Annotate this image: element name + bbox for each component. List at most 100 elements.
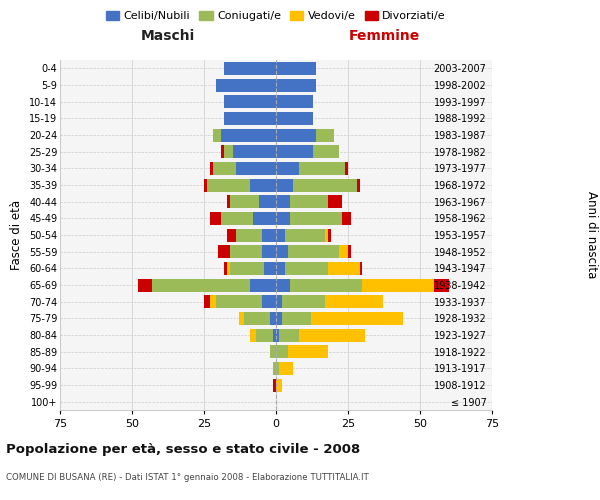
Bar: [276, 112, 313, 125]
Bar: [342, 212, 351, 225]
Bar: [215, 78, 276, 92]
Bar: [227, 262, 230, 275]
Bar: [276, 345, 287, 358]
Bar: [276, 328, 279, 342]
Bar: [230, 262, 265, 275]
Bar: [290, 278, 362, 291]
Bar: [233, 145, 276, 158]
Bar: [276, 362, 279, 375]
Bar: [276, 228, 284, 241]
Bar: [276, 262, 284, 275]
Bar: [276, 178, 293, 192]
Bar: [276, 95, 313, 108]
Bar: [345, 162, 348, 175]
Bar: [270, 345, 276, 358]
Bar: [311, 312, 403, 325]
Text: COMUNE DI BUSANA (RE) - Dati ISTAT 1° gennaio 2008 - Elaborazione TUTTITALIA.IT: COMUNE DI BUSANA (RE) - Dati ISTAT 1° ge…: [6, 472, 369, 482]
Bar: [204, 295, 210, 308]
Bar: [236, 228, 262, 241]
Bar: [328, 228, 331, 241]
Bar: [270, 312, 276, 325]
Bar: [273, 328, 276, 342]
Bar: [250, 328, 256, 342]
Bar: [224, 145, 233, 158]
Bar: [230, 195, 259, 208]
Bar: [434, 278, 449, 291]
Bar: [262, 295, 276, 308]
Bar: [218, 245, 230, 258]
Bar: [210, 295, 215, 308]
Text: Anni di nascita: Anni di nascita: [584, 192, 598, 278]
Bar: [316, 128, 334, 141]
Bar: [215, 295, 262, 308]
Bar: [239, 312, 244, 325]
Bar: [313, 145, 340, 158]
Bar: [328, 195, 342, 208]
Bar: [340, 245, 348, 258]
Bar: [221, 128, 276, 141]
Bar: [265, 262, 276, 275]
Bar: [276, 62, 316, 75]
Bar: [356, 178, 359, 192]
Bar: [279, 328, 299, 342]
Bar: [290, 195, 328, 208]
Bar: [221, 212, 253, 225]
Bar: [250, 278, 276, 291]
Bar: [282, 295, 325, 308]
Bar: [212, 162, 236, 175]
Bar: [207, 178, 250, 192]
Bar: [253, 212, 276, 225]
Bar: [284, 228, 325, 241]
Bar: [259, 195, 276, 208]
Text: Popolazione per età, sesso e stato civile - 2008: Popolazione per età, sesso e stato civil…: [6, 442, 360, 456]
Bar: [290, 212, 342, 225]
Bar: [284, 262, 328, 275]
Bar: [250, 178, 276, 192]
Bar: [221, 145, 224, 158]
Bar: [273, 378, 276, 392]
Bar: [359, 262, 362, 275]
Bar: [362, 278, 434, 291]
Bar: [279, 362, 293, 375]
Bar: [348, 245, 351, 258]
Bar: [224, 262, 227, 275]
Bar: [227, 195, 230, 208]
Bar: [276, 212, 290, 225]
Bar: [276, 128, 316, 141]
Bar: [236, 162, 276, 175]
Bar: [299, 162, 345, 175]
Bar: [210, 162, 212, 175]
Bar: [244, 312, 270, 325]
Bar: [276, 278, 290, 291]
Legend: Celibi/Nubili, Coniugati/e, Vedovi/e, Divorziati/e: Celibi/Nubili, Coniugati/e, Vedovi/e, Di…: [101, 6, 451, 25]
Bar: [276, 312, 282, 325]
Bar: [276, 162, 299, 175]
Bar: [224, 62, 276, 75]
Bar: [276, 295, 282, 308]
Bar: [276, 195, 290, 208]
Bar: [262, 245, 276, 258]
Bar: [227, 228, 236, 241]
Bar: [138, 278, 152, 291]
Bar: [325, 295, 383, 308]
Y-axis label: Fasce di età: Fasce di età: [10, 200, 23, 270]
Bar: [273, 362, 276, 375]
Bar: [224, 112, 276, 125]
Text: Femmine: Femmine: [349, 28, 419, 42]
Bar: [276, 78, 316, 92]
Bar: [256, 328, 273, 342]
Bar: [299, 328, 365, 342]
Bar: [325, 228, 328, 241]
Bar: [276, 245, 287, 258]
Bar: [293, 178, 356, 192]
Bar: [204, 178, 207, 192]
Bar: [224, 95, 276, 108]
Bar: [230, 245, 262, 258]
Bar: [212, 128, 221, 141]
Text: Maschi: Maschi: [141, 28, 195, 42]
Bar: [262, 228, 276, 241]
Bar: [210, 212, 221, 225]
Bar: [152, 278, 250, 291]
Bar: [276, 378, 282, 392]
Bar: [287, 345, 328, 358]
